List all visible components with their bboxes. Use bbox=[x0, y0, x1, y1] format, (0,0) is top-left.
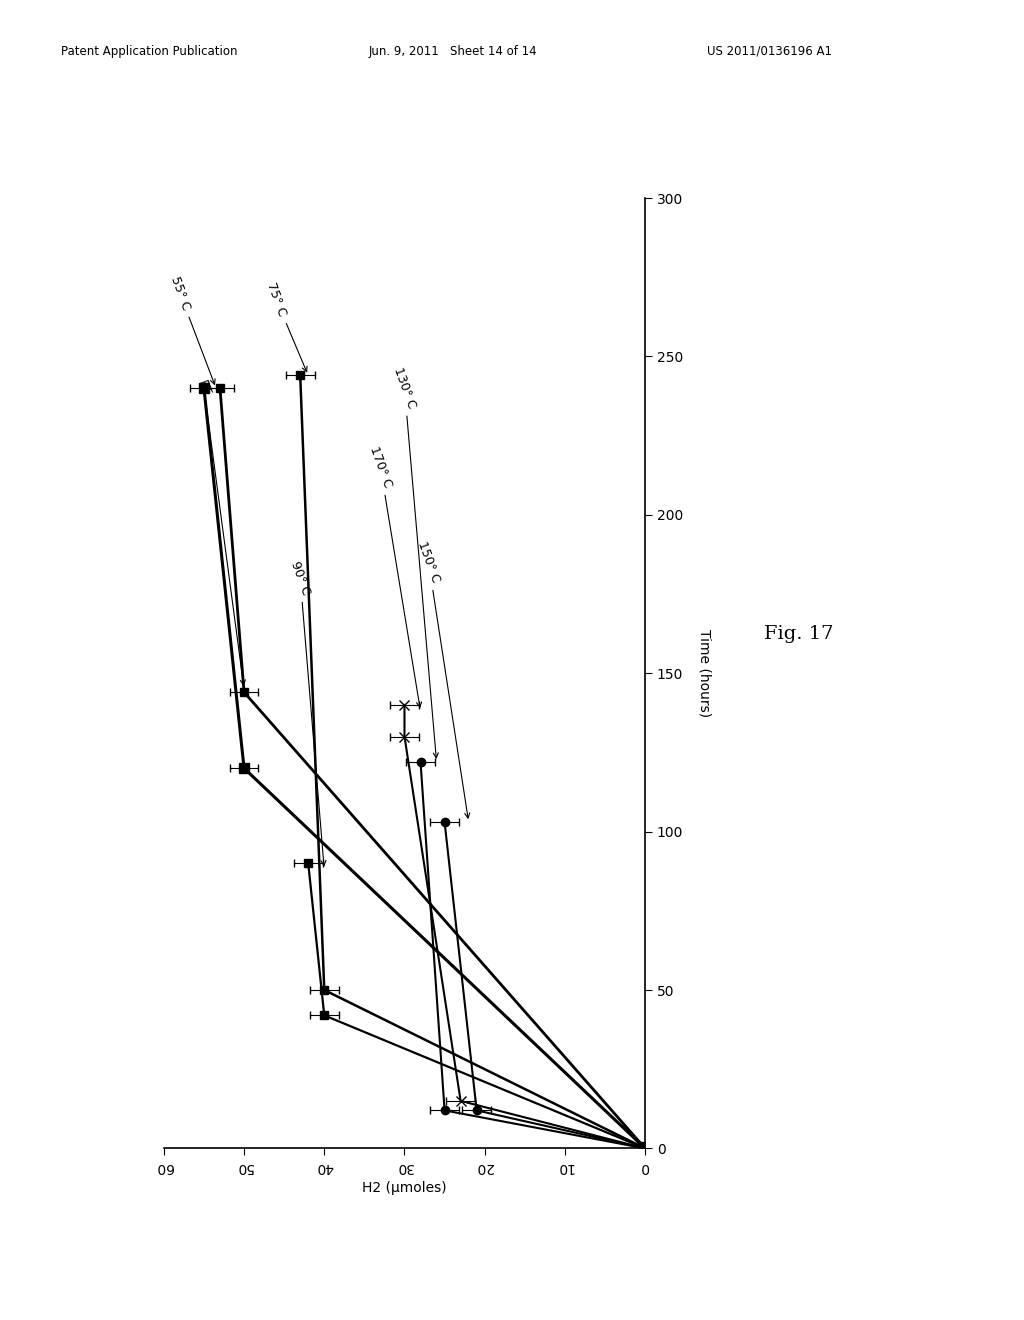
Text: US 2011/0136196 A1: US 2011/0136196 A1 bbox=[707, 45, 831, 58]
Y-axis label: Time (hours): Time (hours) bbox=[697, 630, 712, 717]
Text: 75° C: 75° C bbox=[264, 281, 307, 372]
Text: 130° C: 130° C bbox=[391, 366, 438, 758]
Text: Fig. 17: Fig. 17 bbox=[764, 624, 834, 643]
Text: 150° C: 150° C bbox=[415, 540, 470, 818]
Text: 90° C: 90° C bbox=[288, 560, 326, 866]
X-axis label: H2 (μmoles): H2 (μmoles) bbox=[362, 1181, 446, 1195]
Text: RT: RT bbox=[196, 379, 246, 685]
Text: Patent Application Publication: Patent Application Publication bbox=[61, 45, 238, 58]
Text: 55° C: 55° C bbox=[168, 275, 215, 384]
Text: 170° C: 170° C bbox=[367, 445, 422, 708]
Text: Jun. 9, 2011   Sheet 14 of 14: Jun. 9, 2011 Sheet 14 of 14 bbox=[369, 45, 538, 58]
